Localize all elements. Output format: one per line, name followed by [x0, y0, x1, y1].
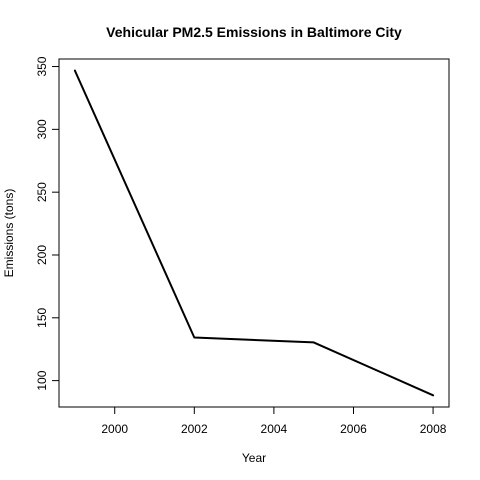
y-tick-label: 200: [35, 245, 49, 265]
y-tick-label: 250: [35, 182, 49, 202]
y-tick-label: 300: [35, 119, 49, 139]
y-axis: 100 150 200 250 300 350: [35, 56, 60, 391]
series-line: [73, 69, 435, 397]
x-tick-label: 2000: [101, 422, 128, 436]
y-tick-label: 350: [35, 56, 49, 76]
series-group: [73, 69, 435, 397]
plot-frame: [58, 58, 450, 408]
chart-title: Vehicular PM2.5 Emissions in Baltimore C…: [106, 24, 402, 40]
y-tick-label: 100: [35, 370, 49, 390]
y-tick-label: 150: [35, 307, 49, 327]
x-axis-label: Year: [242, 451, 266, 465]
x-tick-label: 2008: [420, 422, 447, 436]
y-axis-label: Emissions (tons): [2, 189, 16, 278]
x-tick-label: 2002: [181, 422, 208, 436]
x-tick-label: 2006: [340, 422, 367, 436]
x-axis: 2000 2002 2004 2006 2008: [101, 406, 447, 436]
x-tick-label: 2004: [261, 422, 288, 436]
